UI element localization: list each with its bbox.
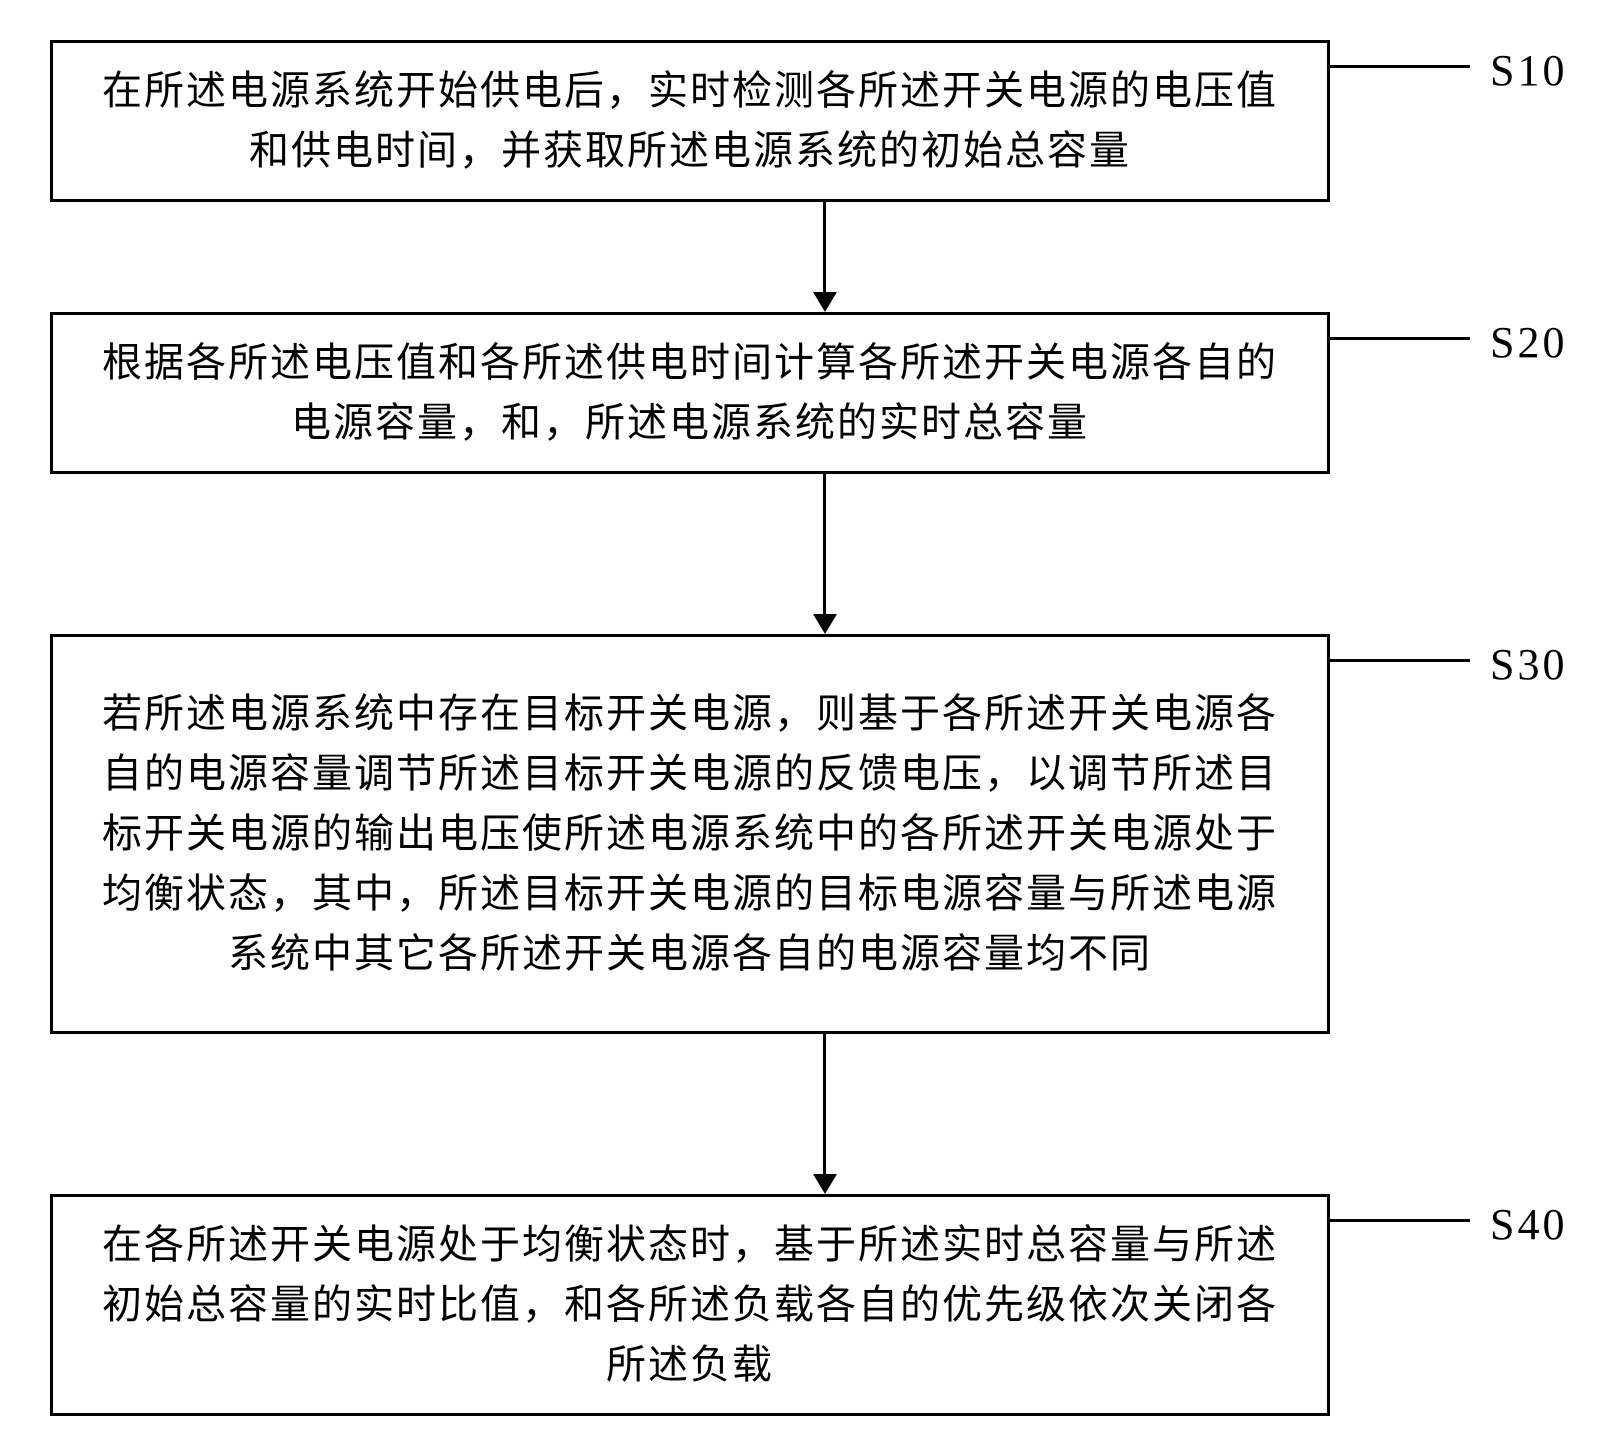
- flowchart-row: 在各所述开关电源处于均衡状态时，基于所述实时总容量与所述初始总容量的实时比值，和…: [20, 1194, 1599, 1416]
- node-label: S10: [1490, 45, 1567, 96]
- flowchart-node-s20: 根据各所述电压值和各所述供电时间计算各所述开关电源各自的电源容量，和，所述电源系…: [50, 312, 1330, 474]
- arrow-head-icon: [813, 1174, 837, 1194]
- node-text: 若所述电源系统中存在目标开关电源，则基于各所述开关电源各自的电源容量调节所述目标…: [83, 684, 1297, 984]
- flowchart-row: 根据各所述电压值和各所述供电时间计算各所述开关电源各自的电源容量，和，所述电源系…: [20, 312, 1599, 474]
- flowchart-row: 在所述电源系统开始供电后，实时检测各所述开关电源的电压值和供电时间，并获取所述电…: [20, 40, 1599, 202]
- arrow: [20, 1034, 1599, 1194]
- connector-line: [1330, 337, 1470, 340]
- label-connector: S40: [1330, 1194, 1567, 1250]
- connector-line: [1330, 65, 1470, 68]
- node-text: 根据各所述电压值和各所述供电时间计算各所述开关电源各自的电源容量，和，所述电源系…: [83, 333, 1297, 453]
- arrow: [20, 202, 1599, 312]
- arrow-line: [823, 202, 826, 292]
- arrow-line: [823, 474, 826, 614]
- label-connector: S20: [1330, 312, 1567, 368]
- node-label: S40: [1490, 1199, 1567, 1250]
- flowchart-node-s40: 在各所述开关电源处于均衡状态时，基于所述实时总容量与所述初始总容量的实时比值，和…: [50, 1194, 1330, 1416]
- node-label: S30: [1490, 639, 1567, 690]
- flowchart-node-s10: 在所述电源系统开始供电后，实时检测各所述开关电源的电压值和供电时间，并获取所述电…: [50, 40, 1330, 202]
- arrow-line: [823, 1034, 826, 1174]
- label-connector: S30: [1330, 634, 1567, 690]
- connector-line: [1330, 659, 1470, 662]
- connector-line: [1330, 1219, 1470, 1222]
- flowchart-row: 若所述电源系统中存在目标开关电源，则基于各所述开关电源各自的电源容量调节所述目标…: [20, 634, 1599, 1034]
- arrow-head-icon: [813, 292, 837, 312]
- label-connector: S10: [1330, 40, 1567, 96]
- arrow: [20, 474, 1599, 634]
- node-text: 在所述电源系统开始供电后，实时检测各所述开关电源的电压值和供电时间，并获取所述电…: [83, 61, 1297, 181]
- flowchart-node-s30: 若所述电源系统中存在目标开关电源，则基于各所述开关电源各自的电源容量调节所述目标…: [50, 634, 1330, 1034]
- node-text: 在各所述开关电源处于均衡状态时，基于所述实时总容量与所述初始总容量的实时比值，和…: [83, 1215, 1297, 1395]
- flowchart-container: 在所述电源系统开始供电后，实时检测各所述开关电源的电压值和供电时间，并获取所述电…: [20, 40, 1599, 1416]
- node-label: S20: [1490, 317, 1567, 368]
- arrow-head-icon: [813, 614, 837, 634]
